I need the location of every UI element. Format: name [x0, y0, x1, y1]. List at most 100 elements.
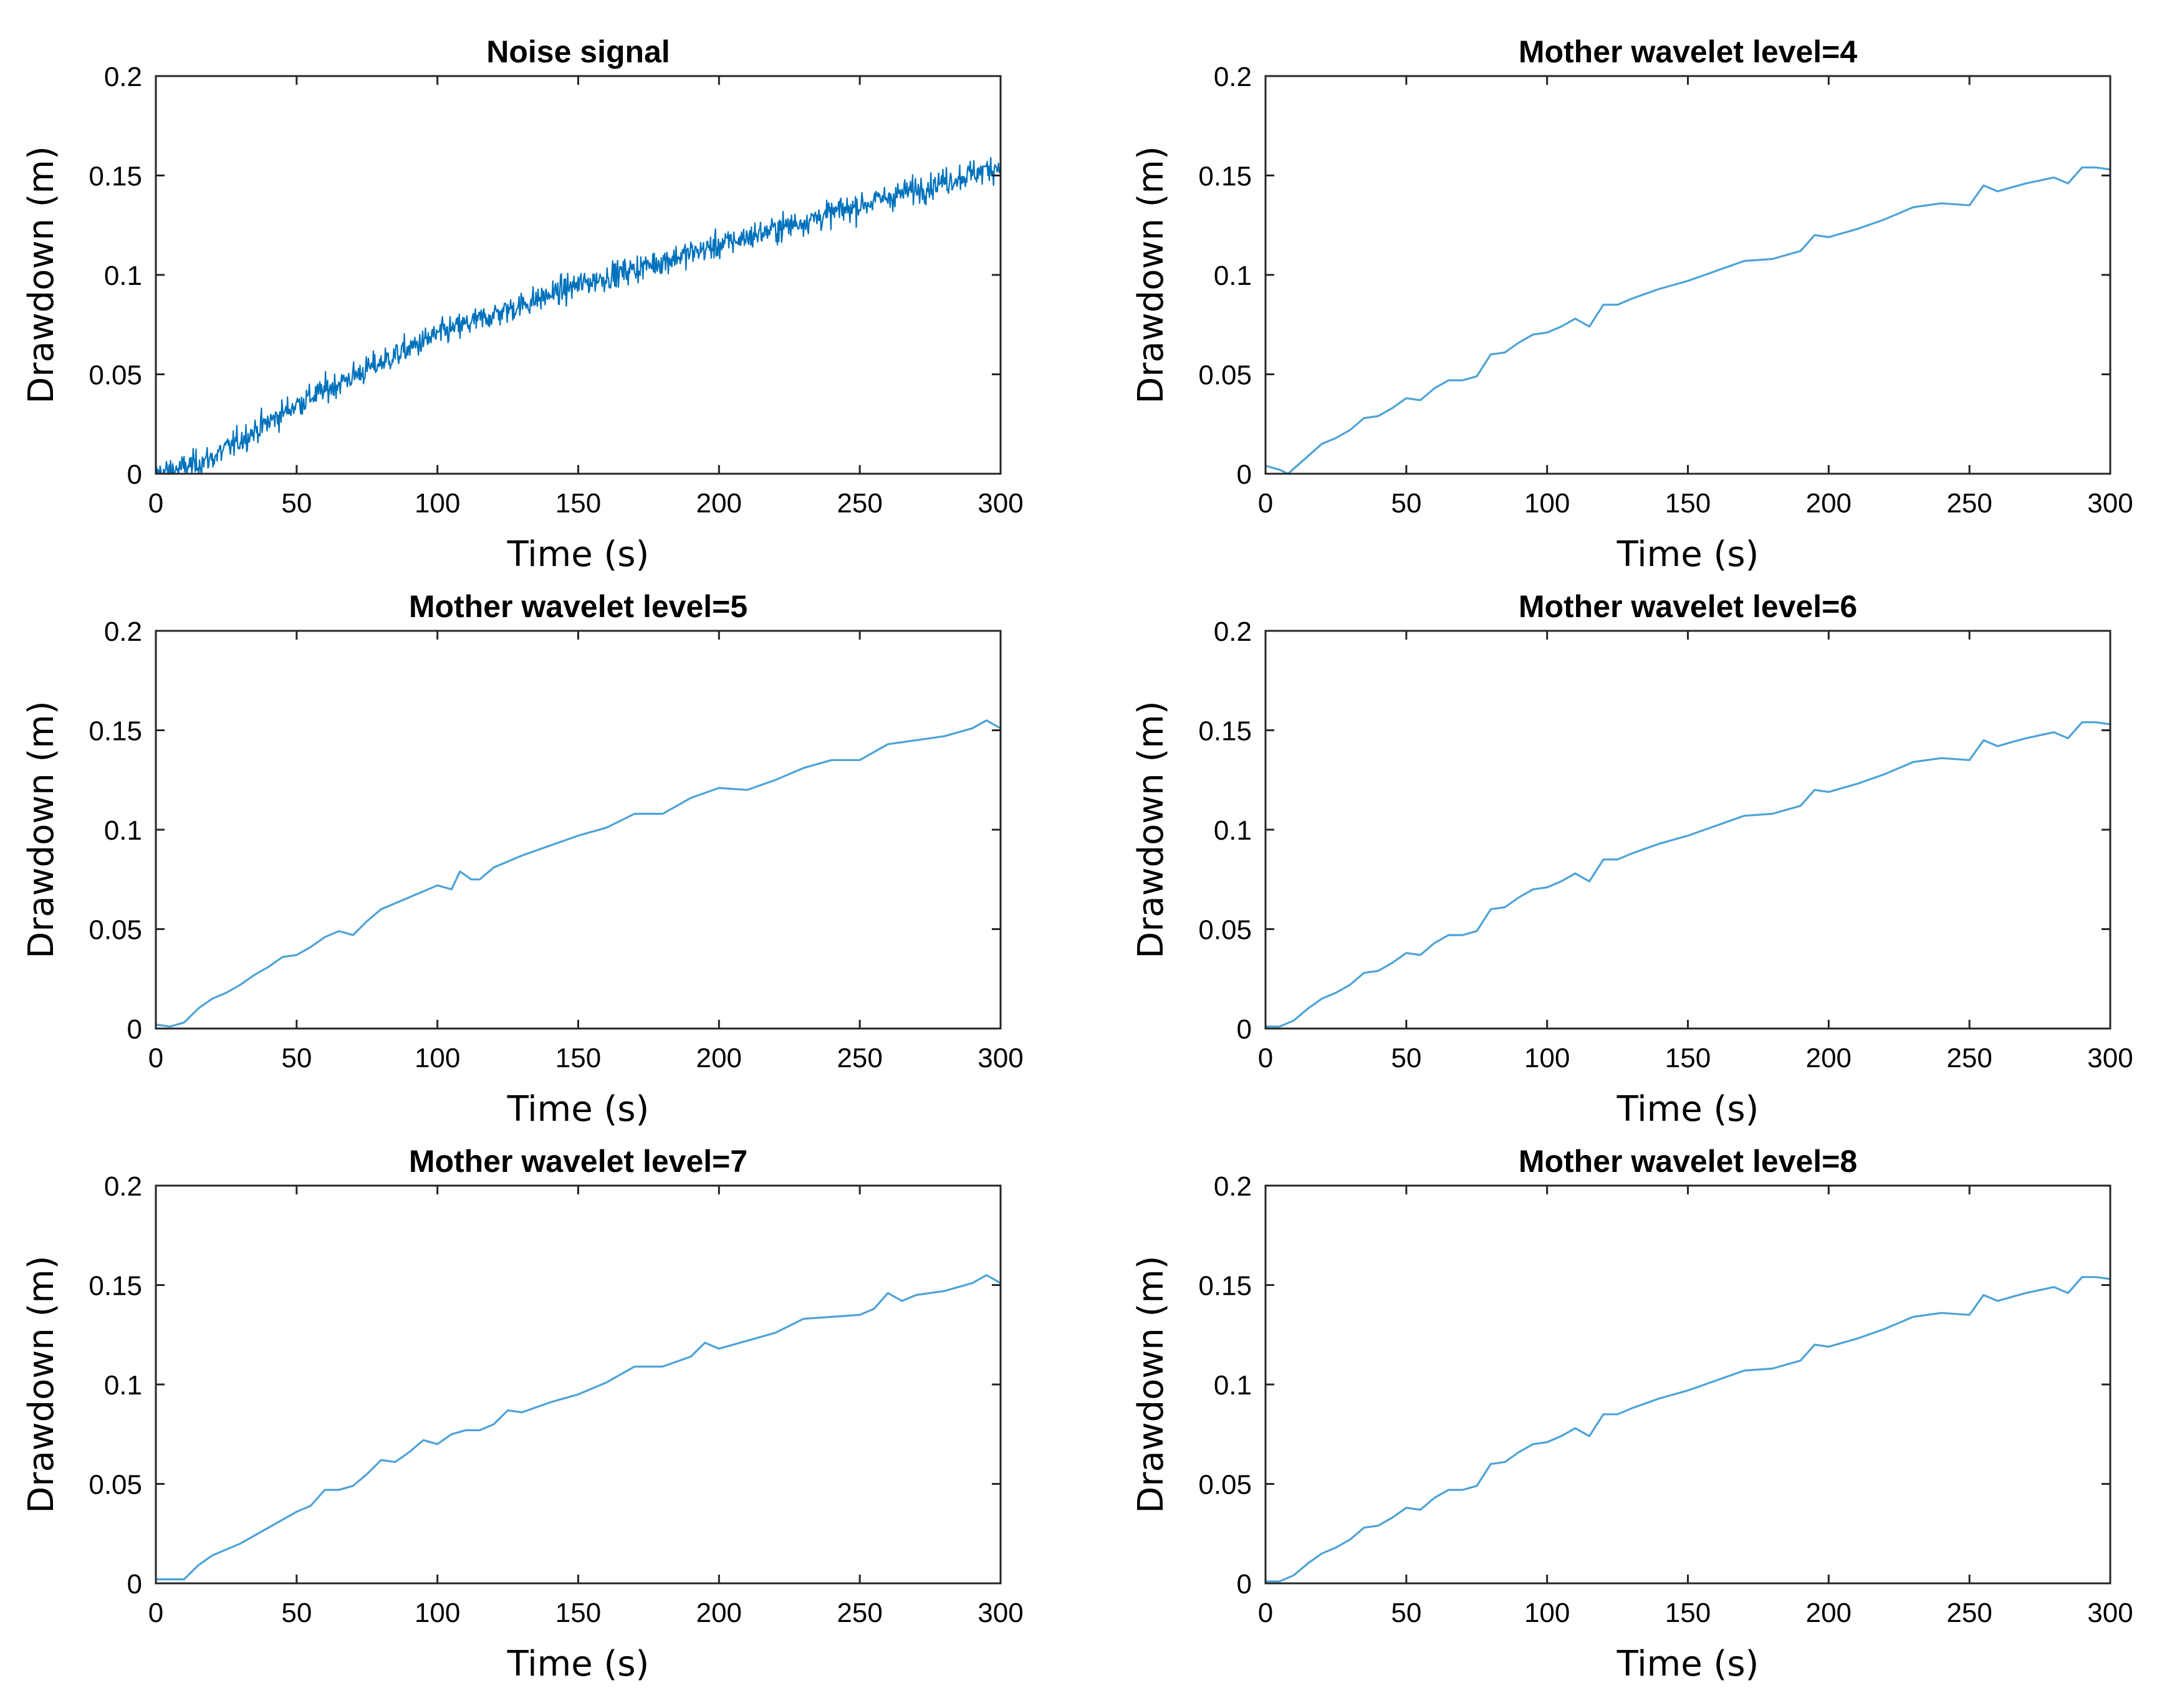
x-tick-label: 150 — [1665, 1598, 1711, 1628]
y-tick-label: 0.15 — [1198, 716, 1252, 747]
y-tick-label: 0.2 — [104, 617, 142, 647]
series-line-level4-0 — [1266, 166, 2110, 474]
x-tick-label: 250 — [837, 1043, 882, 1073]
x-axis-label: Time (s) — [1617, 1089, 1759, 1130]
y-tick-label: 0 — [1237, 1569, 1252, 1600]
x-tick-label: 100 — [415, 1043, 460, 1073]
x-tick-label: 250 — [1946, 1043, 1992, 1073]
y-axis-label: Drawdown (m) — [1131, 146, 1171, 403]
x-tick-label: 250 — [1946, 1598, 1992, 1628]
x-tick-label: 300 — [2087, 1598, 2133, 1628]
x-tick-label: 50 — [1391, 1598, 1421, 1628]
x-tick-label: 200 — [1806, 1043, 1852, 1073]
x-tick-label: 50 — [281, 488, 312, 519]
y-tick-label: 0.05 — [1198, 360, 1252, 391]
y-tick-label: 0.2 — [1214, 1171, 1252, 1202]
chart-title: Noise signal — [486, 34, 670, 69]
plot-frame — [1264, 630, 2111, 1030]
chart-title: Mother wavelet level=8 — [1519, 1144, 1857, 1179]
chart-title: Mother wavelet level=4 — [1519, 34, 1858, 69]
x-tick-label: 150 — [555, 488, 601, 519]
x-tick-label: 200 — [696, 1598, 742, 1628]
plot-frame — [1264, 1184, 2111, 1585]
x-tick-label: 200 — [1806, 488, 1852, 519]
y-axis-label: Drawdown (m) — [21, 1255, 62, 1513]
panel-level5: 0 50 100 150 200 250 300 0 0.05 0.1 0.15 0.2 Mother … — [21, 589, 1024, 1130]
x-tick-label: 150 — [1665, 488, 1711, 519]
y-tick-label: 0.05 — [89, 915, 142, 946]
y-tick-label: 0.05 — [89, 360, 142, 391]
y-axis-label: Drawdown (m) — [1131, 701, 1171, 958]
y-tick-label: 0.2 — [104, 1171, 142, 1202]
y-tick-label: 0.1 — [1214, 815, 1252, 846]
y-tick-label: 0.1 — [1214, 1370, 1252, 1401]
y-axis-label: Drawdown (m) — [21, 146, 62, 403]
series-line-level8-0 — [1266, 1276, 2110, 1583]
plot-frame — [155, 1184, 1002, 1585]
x-tick-label: 100 — [1524, 1043, 1570, 1073]
series-line-level5-0 — [156, 719, 1001, 1028]
x-tick-label: 0 — [148, 488, 163, 519]
x-tick-label: 300 — [978, 1598, 1023, 1628]
y-tick-label: 0.15 — [89, 1271, 142, 1302]
panel-level4: 0 50 100 150 200 250 300 0 0.05 0.1 0.15 0.2 Mother … — [1131, 34, 2133, 575]
x-axis-label: Time (s) — [1617, 534, 1759, 575]
x-tick-label: 150 — [555, 1598, 601, 1628]
y-axis-label: Drawdown (m) — [1131, 1255, 1171, 1513]
x-axis-label: Time (s) — [507, 534, 650, 575]
x-tick-label: 50 — [281, 1043, 312, 1073]
y-tick-label: 0.15 — [89, 716, 142, 747]
x-tick-label: 0 — [1258, 488, 1273, 519]
x-tick-label: 0 — [1258, 1043, 1273, 1073]
x-tick-label: 100 — [1524, 488, 1570, 519]
y-axis-label: Drawdown (m) — [21, 701, 62, 958]
x-tick-label: 200 — [696, 488, 742, 519]
x-tick-label: 200 — [1806, 1598, 1852, 1628]
x-tick-label: 100 — [415, 488, 460, 519]
chart-title: Mother wavelet level=7 — [409, 1144, 747, 1179]
y-tick-label: 0.05 — [1198, 915, 1252, 946]
y-tick-label: 0.05 — [1198, 1470, 1252, 1500]
x-tick-label: 50 — [281, 1598, 312, 1628]
y-tick-label: 0 — [1237, 459, 1252, 490]
y-tick-label: 0.15 — [1198, 161, 1252, 192]
panel-level6: 0 50 100 150 200 250 300 0 0.05 0.1 0.15 0.2 Mother … — [1131, 589, 2133, 1130]
x-tick-label: 0 — [1258, 1598, 1273, 1628]
x-tick-label: 0 — [148, 1043, 163, 1073]
x-tick-label: 150 — [555, 1043, 601, 1073]
x-tick-label: 150 — [1665, 1043, 1711, 1073]
panel-level7: 0 50 100 150 200 250 300 0 0.05 0.1 0.15 0.2 Mother … — [21, 1144, 1024, 1684]
x-tick-label: 100 — [415, 1598, 460, 1628]
x-tick-label: 250 — [837, 488, 882, 519]
x-tick-label: 50 — [1391, 488, 1421, 519]
plot-frame — [155, 630, 1002, 1030]
x-tick-label: 200 — [696, 1043, 742, 1073]
chart-title: Mother wavelet level=5 — [409, 589, 747, 624]
x-tick-label: 50 — [1391, 1043, 1421, 1073]
x-tick-label: 300 — [2087, 1043, 2133, 1073]
panel-noise: 0 50 100 150 200 250 300 0 0.05 0.1 0.15 0.2 Noise s… — [21, 34, 1024, 575]
x-tick-label: 300 — [978, 1043, 1023, 1073]
y-tick-label: 0.1 — [1214, 261, 1252, 291]
series-line-level6-0 — [1266, 721, 2110, 1028]
y-tick-label: 0.2 — [1214, 62, 1252, 92]
x-tick-label: 300 — [978, 488, 1023, 519]
y-tick-label: 0.2 — [1214, 617, 1252, 647]
x-tick-label: 0 — [148, 1598, 163, 1628]
series-line-level7-0 — [156, 1274, 1001, 1581]
y-tick-label: 0.15 — [89, 161, 142, 192]
y-tick-label: 0 — [127, 1014, 142, 1045]
panel-level8: 0 50 100 150 200 250 300 0 0.05 0.1 0.15 0.2 Mother … — [1131, 1144, 2133, 1684]
y-tick-label: 0 — [127, 459, 142, 490]
y-tick-label: 0.2 — [104, 62, 142, 92]
x-tick-label: 100 — [1524, 1598, 1570, 1628]
x-axis-label: Time (s) — [1617, 1644, 1759, 1684]
x-tick-label: 300 — [2087, 488, 2133, 519]
chart-title: Mother wavelet level=6 — [1519, 589, 1857, 624]
y-tick-label: 0.1 — [104, 815, 142, 846]
x-tick-label: 250 — [1946, 488, 1992, 519]
plot-frame — [1264, 75, 2111, 475]
y-tick-label: 0.05 — [89, 1470, 142, 1500]
y-tick-label: 0.1 — [104, 261, 142, 291]
